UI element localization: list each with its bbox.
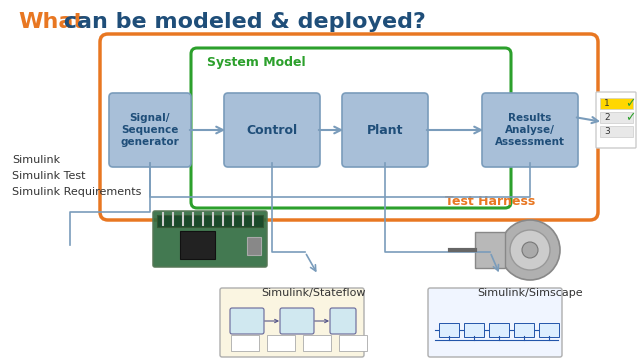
Text: Simulink Test: Simulink Test (12, 171, 86, 181)
Text: can be modeled & deployed?: can be modeled & deployed? (56, 12, 426, 32)
Circle shape (522, 242, 538, 258)
FancyBboxPatch shape (230, 308, 264, 334)
FancyBboxPatch shape (482, 93, 578, 167)
Text: Plant: Plant (367, 123, 403, 136)
Text: What: What (18, 12, 84, 32)
Text: ✓: ✓ (625, 111, 636, 124)
Text: 1: 1 (604, 99, 610, 108)
Text: Simulink: Simulink (12, 155, 60, 165)
Text: ✓: ✓ (625, 97, 636, 110)
FancyBboxPatch shape (539, 323, 559, 337)
FancyBboxPatch shape (109, 93, 191, 167)
FancyBboxPatch shape (153, 211, 267, 267)
Circle shape (510, 230, 550, 270)
FancyBboxPatch shape (428, 288, 562, 357)
FancyBboxPatch shape (100, 34, 598, 220)
Text: Signal/
Sequence
generator: Signal/ Sequence generator (120, 113, 179, 147)
FancyBboxPatch shape (224, 93, 320, 167)
FancyBboxPatch shape (514, 323, 534, 337)
Text: Control: Control (246, 123, 298, 136)
Text: 3: 3 (604, 127, 610, 136)
FancyBboxPatch shape (600, 112, 633, 123)
FancyBboxPatch shape (339, 335, 367, 351)
Text: 2: 2 (604, 113, 610, 122)
FancyBboxPatch shape (220, 288, 364, 357)
FancyBboxPatch shape (489, 323, 509, 337)
Text: Test Harness: Test Harness (445, 195, 535, 208)
FancyBboxPatch shape (475, 232, 505, 268)
FancyBboxPatch shape (303, 335, 331, 351)
FancyBboxPatch shape (267, 335, 295, 351)
FancyBboxPatch shape (464, 323, 484, 337)
FancyBboxPatch shape (231, 335, 259, 351)
Text: Simulink Requirements: Simulink Requirements (12, 187, 141, 197)
FancyBboxPatch shape (157, 215, 263, 227)
Circle shape (500, 220, 560, 280)
FancyBboxPatch shape (342, 93, 428, 167)
FancyBboxPatch shape (180, 231, 215, 259)
FancyBboxPatch shape (247, 237, 261, 255)
FancyBboxPatch shape (330, 308, 356, 334)
FancyBboxPatch shape (439, 323, 459, 337)
FancyBboxPatch shape (600, 98, 633, 109)
FancyBboxPatch shape (600, 126, 633, 137)
FancyBboxPatch shape (280, 308, 314, 334)
Text: Simulink/Simscape: Simulink/Simscape (477, 288, 583, 298)
FancyBboxPatch shape (596, 92, 636, 148)
Text: System Model: System Model (207, 56, 306, 69)
FancyBboxPatch shape (191, 48, 511, 208)
Text: Results
Analyse/
Assessment: Results Analyse/ Assessment (495, 113, 565, 147)
Text: Simulink/Stateflow: Simulink/Stateflow (260, 288, 365, 298)
